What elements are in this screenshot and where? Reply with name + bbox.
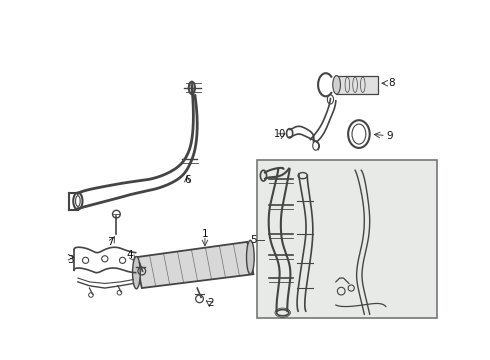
Text: 1: 1 (201, 229, 208, 239)
Polygon shape (136, 242, 253, 288)
Text: 8: 8 (389, 78, 395, 88)
Text: 10: 10 (273, 129, 286, 139)
Ellipse shape (133, 256, 140, 289)
Ellipse shape (246, 240, 254, 274)
Ellipse shape (333, 76, 341, 94)
Text: 2: 2 (207, 298, 214, 309)
Text: 6: 6 (184, 175, 191, 185)
Text: 9: 9 (387, 131, 393, 141)
Text: 3: 3 (67, 255, 74, 265)
Bar (336, 76, 378, 94)
Text: 5: 5 (250, 235, 257, 244)
Text: 4: 4 (127, 250, 134, 260)
Bar (257, 160, 437, 318)
Text: 7: 7 (107, 237, 114, 247)
